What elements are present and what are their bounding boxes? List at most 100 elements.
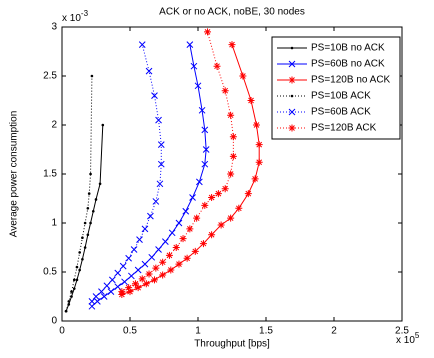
marker-star [172,244,180,251]
marker [121,278,128,286]
marker [103,282,111,290]
marker-x [103,282,111,290]
marker [288,108,296,116]
marker [94,298,101,305]
marker-x [186,41,194,48]
marker-star [193,214,201,222]
marker-x [189,194,196,201]
marker-x [114,283,122,291]
marker-star [165,251,173,259]
marker [126,288,134,296]
marker [118,288,126,296]
marker [196,178,203,186]
marker [150,276,158,284]
marker-dot [64,309,68,313]
marker-x [125,254,132,262]
y-tick-label: 1.5 [43,169,57,180]
marker [128,272,135,280]
marker-x [128,272,135,280]
marker [152,264,160,272]
marker [91,209,95,213]
y-multiplier-base: x 10 [62,13,81,24]
marker [214,190,222,198]
marker-star [118,288,126,296]
marker-star [199,240,207,248]
marker-dot [91,209,95,213]
x-multiplier-exponent: 5 [415,331,420,340]
marker-x [94,298,101,305]
marker-star [159,258,167,266]
marker [92,293,100,300]
marker [101,123,105,127]
y-tick-label: 0 [51,316,57,327]
marker [98,288,105,295]
marker-star [167,266,175,274]
marker-x [190,62,198,70]
marker-star [252,121,260,129]
marker [83,246,87,249]
marker-x [201,160,209,168]
marker-x [151,92,158,99]
marker-star [204,28,212,36]
marker-star [208,194,216,202]
y-multiplier: x 10-3 [62,9,89,24]
marker [199,240,207,248]
marker-x [175,219,183,227]
marker [157,160,165,168]
marker [201,126,209,134]
marker [179,235,187,243]
marker-star [229,152,237,160]
marker [183,254,191,262]
marker [86,207,90,210]
x-tick-label: 0.5 [123,326,137,337]
marker-star [138,275,146,283]
marker-dot [70,290,73,293]
legend-label: PS=120B ACK [311,123,377,134]
marker-star [239,72,247,80]
legend-label: PS=60B no ACK [311,59,385,70]
marker [130,246,138,253]
marker [213,62,221,70]
marker-x [156,180,164,188]
marker [186,225,194,233]
marker [251,175,259,183]
marker [239,72,247,80]
marker [290,46,294,50]
marker [165,251,173,259]
marker-x [98,288,105,295]
marker [134,284,142,292]
marker-x [100,293,108,300]
legend: PS=10B no ACK PS=60B no ACK PS=120B no ACK… [271,36,401,140]
legend-label: PS=60B ACK [311,107,371,118]
marker [145,270,153,278]
marker [255,158,263,166]
marker [155,116,162,124]
marker-x [201,126,209,134]
marker [134,266,142,274]
y-tick-label: 2 [51,120,57,131]
marker-dot [81,236,84,239]
marker-x [138,41,146,48]
x-tick-label: 2 [331,326,337,337]
marker-x [288,108,296,116]
marker [141,225,149,233]
marker-star [126,288,134,296]
marker [190,62,198,70]
marker-x [134,266,142,274]
marker [252,121,260,129]
y-tick-label: 1 [51,218,57,229]
marker [221,87,229,95]
marker [155,246,162,253]
marker-star [227,214,235,222]
legend-label: PS=120B no ACK [311,75,391,86]
marker-star [186,225,194,233]
marker-star [255,141,263,149]
marker-star [145,270,153,278]
marker [70,290,73,293]
marker-dot [90,74,94,78]
y-tick-label: 0.5 [43,267,57,278]
marker [131,280,139,288]
marker [78,268,81,272]
marker-x [141,225,149,233]
marker-dot [81,257,84,261]
